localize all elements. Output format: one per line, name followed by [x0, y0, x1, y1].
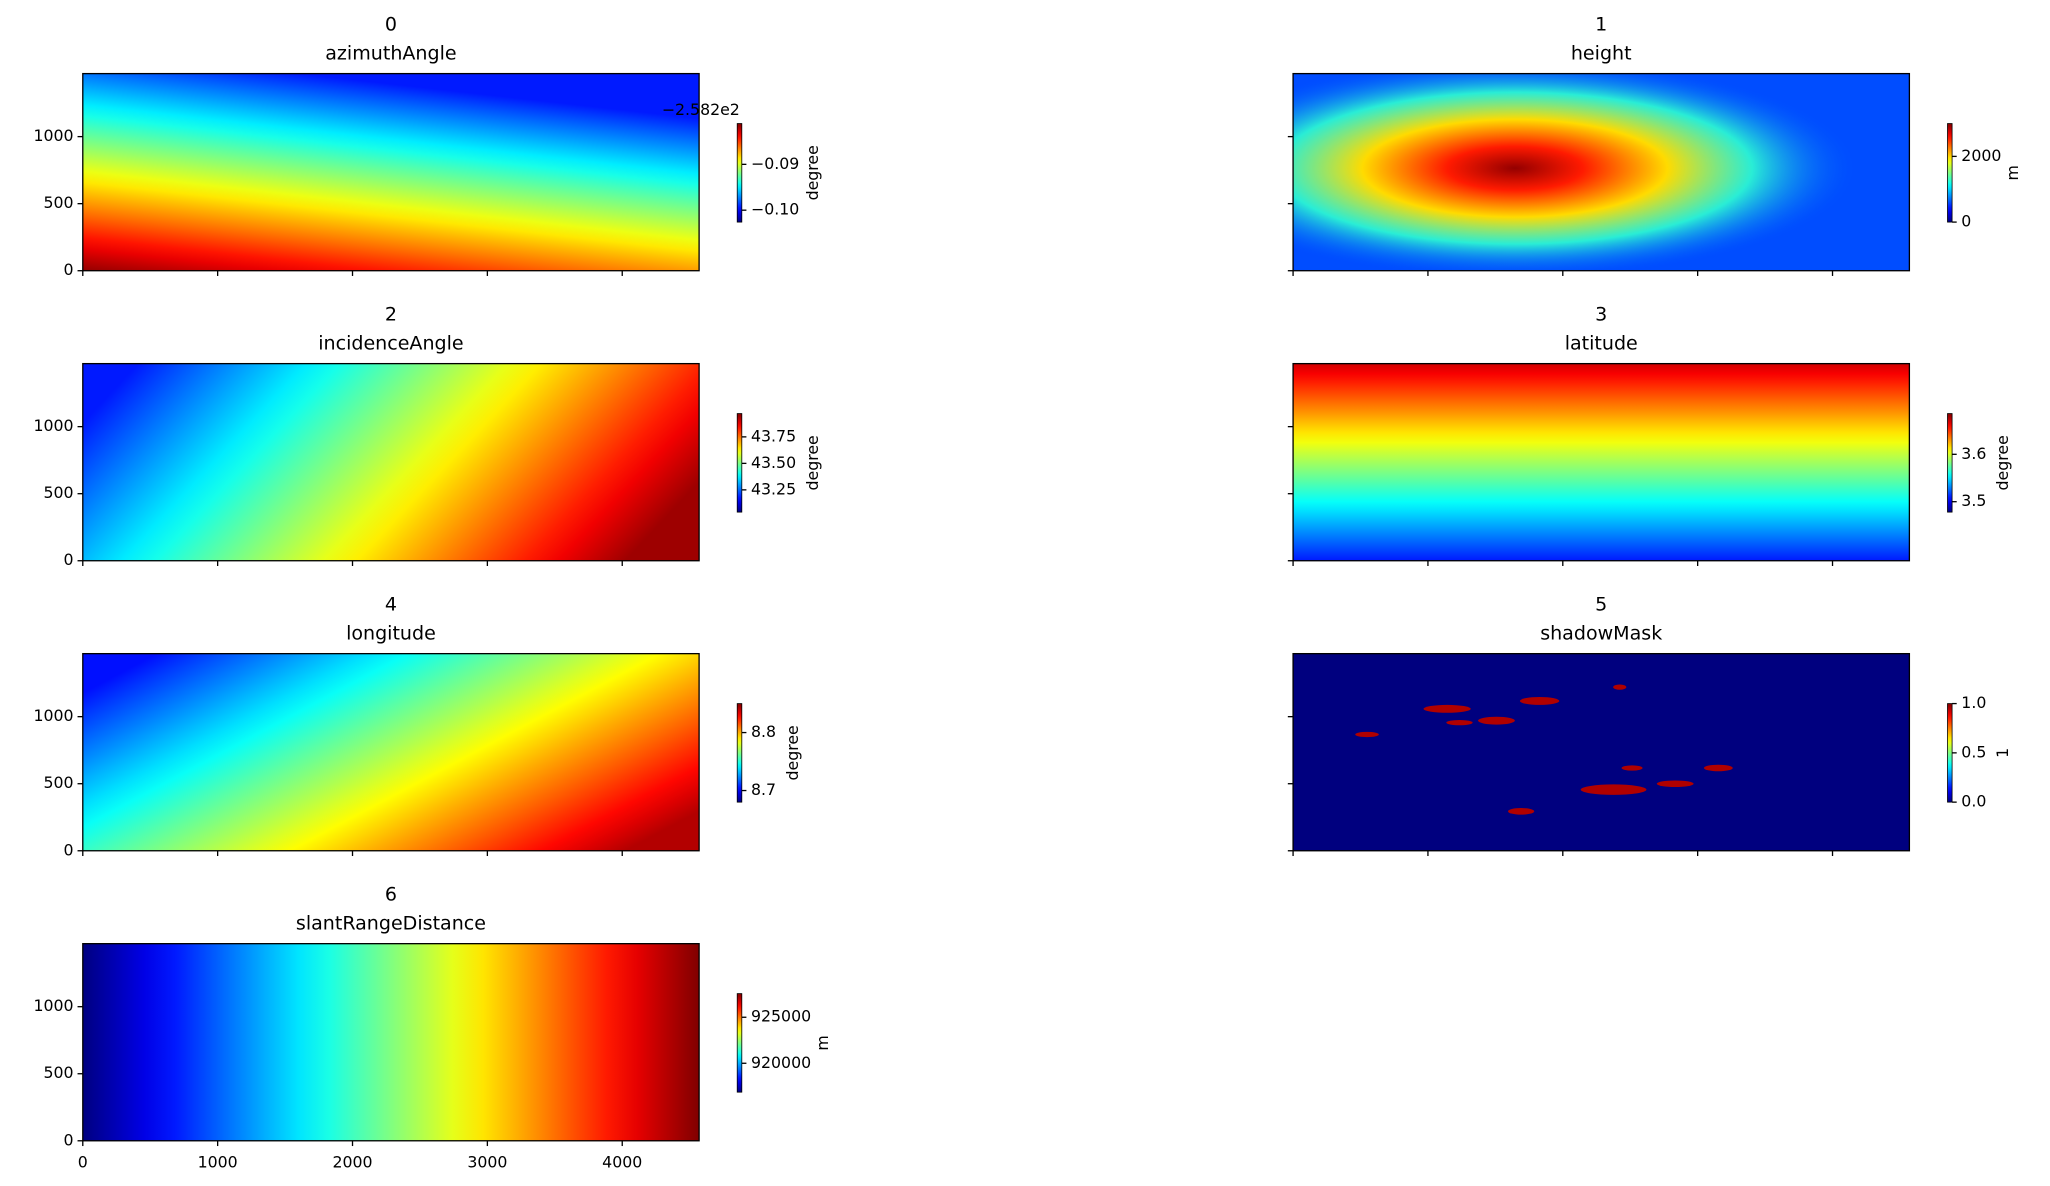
panel-subtitle: height: [1571, 42, 1632, 64]
raster-image: [82, 363, 700, 561]
panel-subtitle: slantRangeDistance: [296, 912, 486, 934]
colorbar-tick-label: 0.5: [1961, 742, 1986, 761]
y-tick-label: 500: [44, 193, 74, 212]
panel-subtitle: incidenceAngle: [318, 332, 463, 354]
raster-image: [1446, 720, 1473, 726]
y-tick-label: 0: [64, 1130, 74, 1149]
colorbar-tick-label: 3.5: [1961, 491, 1986, 510]
colorbar-label: 1: [1993, 748, 2012, 758]
axes-frame: [82, 72, 700, 272]
panel-subtitle: latitude: [1565, 332, 1638, 354]
axes-frame: [82, 362, 700, 562]
colorbar-label: m: [813, 1035, 832, 1050]
colorbar: [736, 703, 743, 803]
panel-subtitle: azimuthAngle: [325, 42, 456, 64]
colorbar-offset-text: −2.582e2: [662, 100, 740, 119]
panel-subtitle: longitude: [346, 622, 436, 644]
colorbar-tick-label: 1.0: [1961, 693, 1986, 712]
colorbar-label: m: [2003, 165, 2022, 180]
raster-image: [1355, 731, 1379, 738]
axes-frame: [1292, 72, 1911, 272]
raster-image: [1507, 808, 1535, 815]
colorbar-tick-label: 43.25: [751, 479, 796, 498]
axes-frame: [82, 943, 700, 1142]
colorbar-tick-label: 2000: [1961, 146, 2001, 165]
colorbar-label: degree: [783, 725, 802, 780]
panel-title: 2: [385, 304, 397, 326]
panel-subtitle: shadowMask: [1540, 622, 1662, 644]
raster-image: [1478, 716, 1515, 725]
colorbar: [736, 993, 743, 1093]
y-tick-label: 0: [64, 260, 74, 279]
colorbar: [736, 123, 743, 223]
colorbar-tick-label: 0: [1961, 212, 1971, 231]
colorbar-tick-label: 8.7: [751, 780, 776, 799]
colorbar-tick-label: 43.50: [751, 453, 796, 472]
x-tick-label: 2000: [332, 1153, 372, 1172]
panel-title: 1: [1595, 13, 1607, 35]
y-tick-label: 1000: [33, 416, 73, 435]
raster-image: [1703, 764, 1733, 772]
y-tick-label: 1000: [33, 126, 73, 145]
axes-frame: [82, 652, 700, 852]
y-tick-label: 1000: [33, 706, 73, 725]
raster-image: [82, 73, 700, 271]
raster-image: [1656, 780, 1694, 788]
y-tick-label: 500: [44, 773, 74, 792]
x-tick-label: 3000: [467, 1153, 507, 1172]
colorbar: [1947, 123, 1953, 223]
y-tick-label: 1000: [33, 996, 73, 1015]
colorbar: [736, 413, 743, 513]
y-tick-label: 0: [64, 840, 74, 859]
panel-title: 3: [1595, 304, 1607, 326]
panel-title: 5: [1595, 594, 1607, 616]
colorbar: [1947, 703, 1953, 803]
raster-image: [1423, 704, 1471, 713]
panel-title: 6: [385, 884, 397, 906]
colorbar-tick-label: −0.09: [751, 154, 799, 173]
raster-image: [1519, 697, 1560, 705]
y-tick-label: 0: [64, 550, 74, 569]
x-tick-label: 4000: [602, 1153, 642, 1172]
colorbar: [1947, 413, 1953, 513]
raster-image: [1293, 653, 1910, 851]
x-tick-label: 1000: [198, 1153, 238, 1172]
colorbar-tick-label: −0.10: [751, 200, 799, 219]
colorbar-tick-label: 920000: [751, 1053, 811, 1072]
colorbar-tick-label: 3.6: [1961, 444, 1986, 463]
raster-image: [82, 943, 700, 1141]
x-tick-label: 0: [78, 1153, 88, 1172]
axes-frame: [1292, 652, 1911, 852]
colorbar-tick-label: 0.0: [1961, 792, 1986, 811]
y-tick-label: 500: [44, 1063, 74, 1082]
colorbar-label: degree: [803, 435, 822, 490]
raster-image: [82, 653, 700, 851]
panel-title: 4: [385, 594, 397, 616]
raster-image: [1293, 363, 1910, 561]
colorbar-tick-label: 925000: [751, 1007, 811, 1026]
raster-image: [1613, 684, 1627, 690]
colorbar-tick-label: 43.75: [751, 426, 796, 445]
raster-image: [1293, 73, 1910, 271]
axes-frame: [1292, 362, 1911, 562]
raster-image: [1621, 765, 1643, 771]
panel-title: 0: [385, 13, 397, 35]
y-tick-label: 500: [44, 483, 74, 502]
colorbar-label: degree: [803, 145, 822, 200]
raster-image: [1580, 784, 1647, 795]
colorbar-label: degree: [1993, 435, 2012, 490]
colorbar-tick-label: 8.8: [751, 722, 776, 741]
